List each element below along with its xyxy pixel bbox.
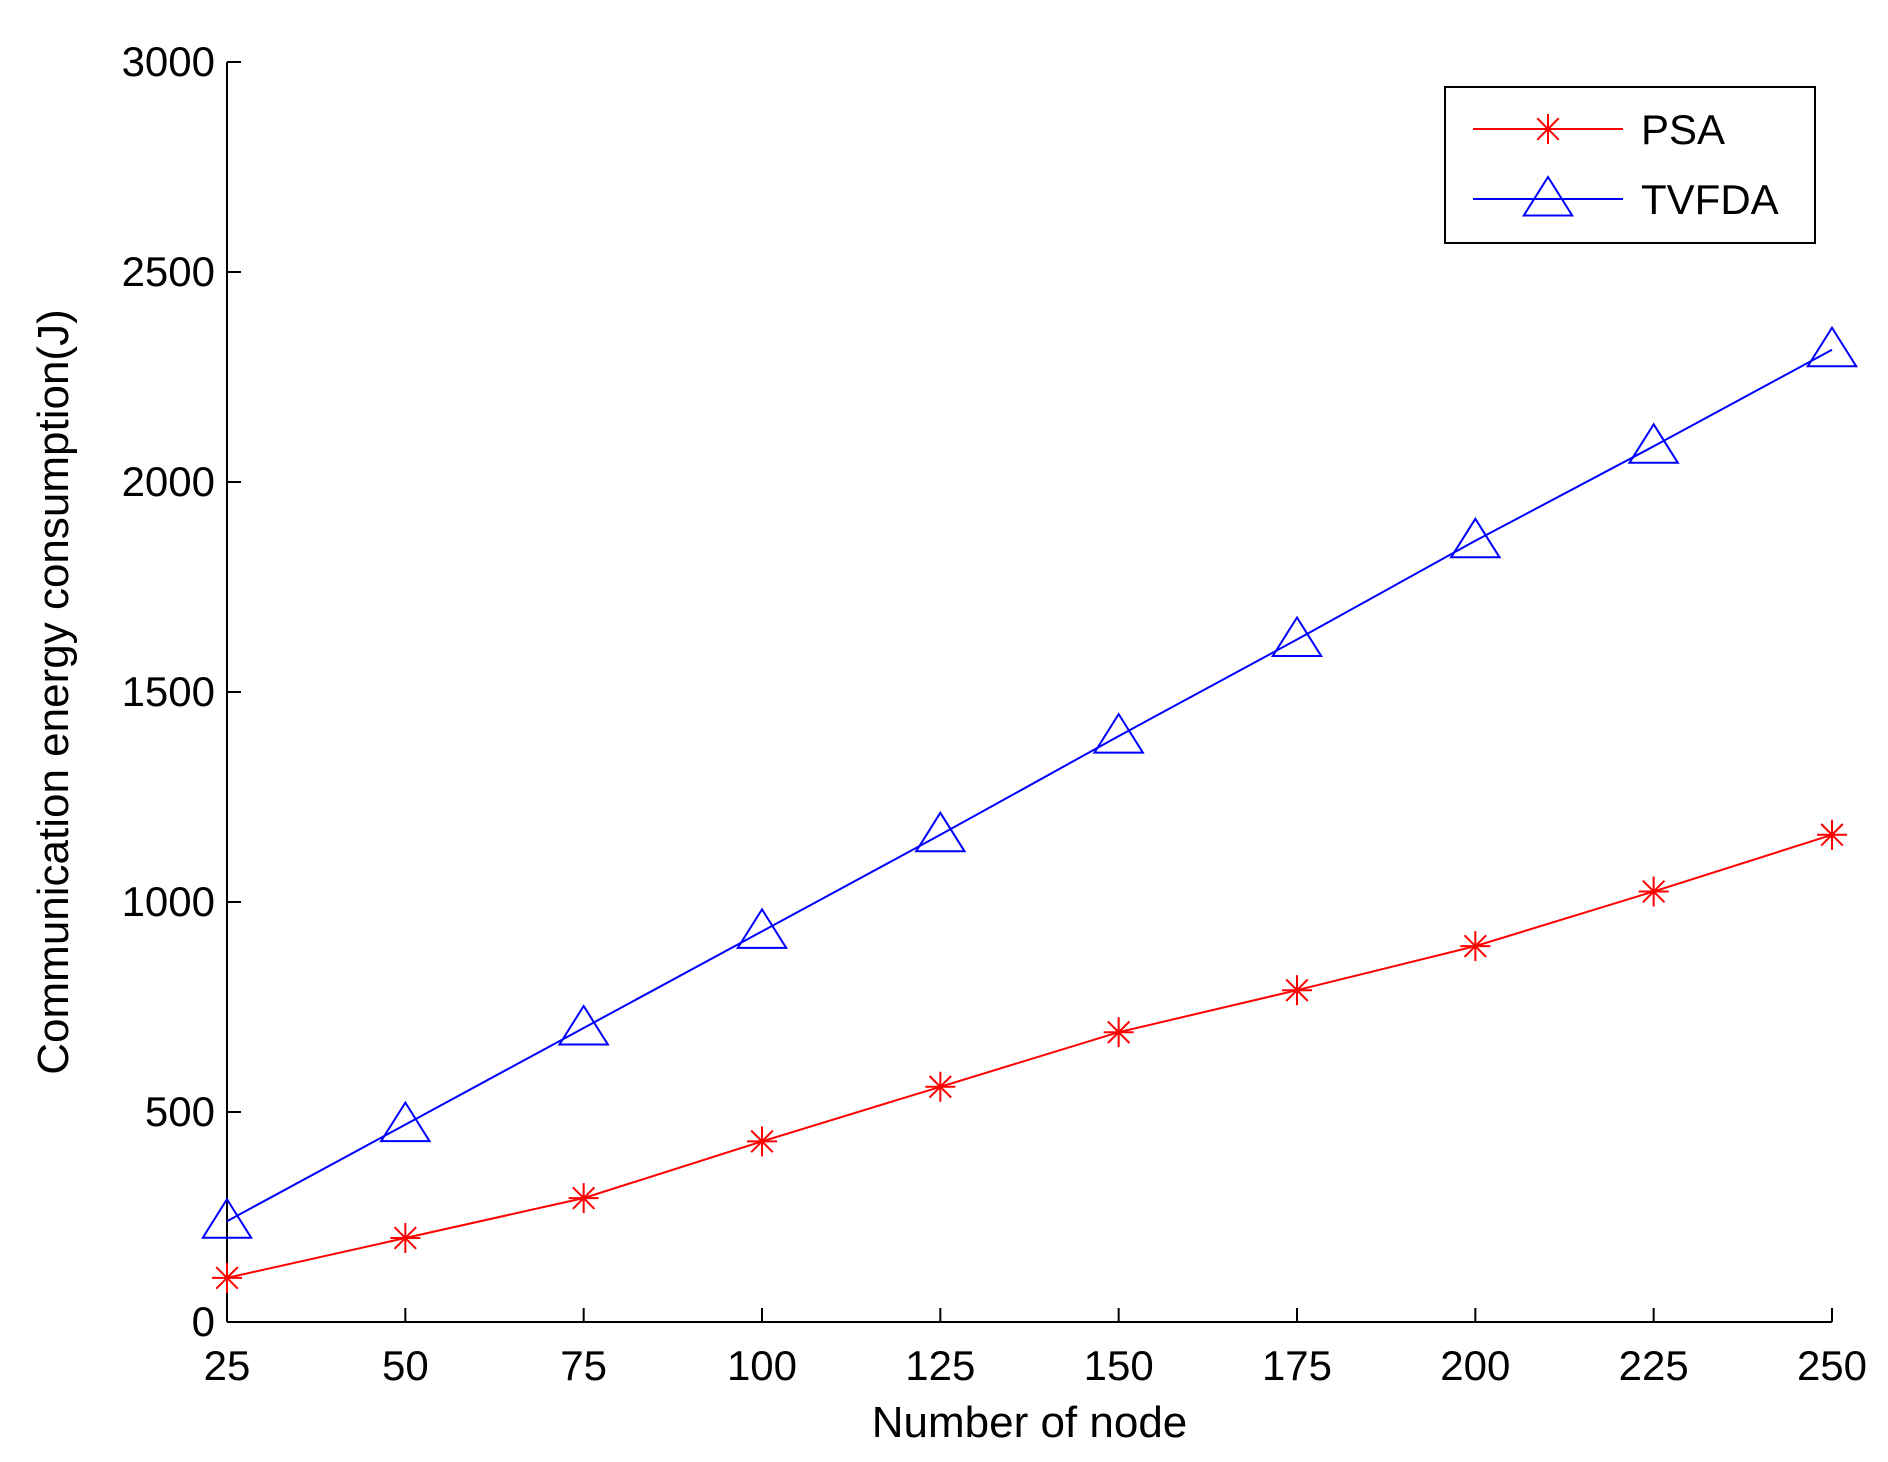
series-point-triangle <box>1521 175 1575 217</box>
y-tick-label: 0 <box>192 1298 215 1345</box>
x-tick-label: 175 <box>1262 1342 1332 1389</box>
series-line <box>226 833 1833 1279</box>
x-tick-label: 25 <box>204 1342 251 1389</box>
series-point-star <box>1533 114 1563 144</box>
x-tick-label: 100 <box>727 1342 797 1389</box>
series-point-star <box>212 1262 242 1293</box>
legend-item: TVFDA <box>1473 175 1779 223</box>
series-point-triangle <box>1092 712 1145 754</box>
series-point-star <box>568 1183 599 1214</box>
y-tick-label: 1500 <box>122 668 215 715</box>
legend-label: TVFDA <box>1641 176 1779 223</box>
series-point-star <box>1817 819 1847 850</box>
x-axis-label: Number of node <box>872 1398 1188 1447</box>
series-point-star <box>1103 1017 1134 1048</box>
plot-series <box>200 325 1859 1293</box>
x-tick-label: 200 <box>1440 1342 1510 1389</box>
legend-item: PSA <box>1473 106 1725 153</box>
x-tick-label: 125 <box>905 1342 975 1389</box>
series-point-star <box>925 1071 956 1102</box>
series-point-triangle <box>1270 615 1324 657</box>
x-tick-label: 75 <box>560 1342 607 1389</box>
series-point-triangle <box>735 907 789 949</box>
series-point-triangle <box>379 1100 432 1143</box>
series-point-triangle <box>1805 325 1859 368</box>
series-point-triangle <box>914 810 967 853</box>
series-point-star <box>1638 876 1669 907</box>
y-tick-label: 3000 <box>122 38 215 85</box>
legend: PSA TVFDA <box>1444 86 1816 244</box>
y-tick-label: 2000 <box>122 458 215 505</box>
series-point-triangle <box>557 1004 610 1046</box>
series-tvfda <box>200 325 1859 1239</box>
y-tick-label: 2500 <box>122 248 215 295</box>
y-axis-label: Communication energy consumption(J) <box>29 309 78 1074</box>
legend-label: PSA <box>1641 106 1725 153</box>
series-point-triangle <box>200 1197 254 1239</box>
y-tick-label: 500 <box>145 1088 215 1135</box>
series-point-star <box>390 1223 421 1253</box>
series-point-star <box>1460 931 1491 962</box>
x-tick-label: 150 <box>1084 1342 1154 1389</box>
x-tick-label: 250 <box>1797 1342 1867 1389</box>
y-tick-label: 1000 <box>122 878 215 925</box>
legend-box <box>1444 86 1816 244</box>
series-point-star <box>1282 975 1312 1006</box>
series-line <box>226 348 1833 1223</box>
axes: 0 500 1000 1500 2000 2500 3000 25 50 75 100 125 150 1… <box>122 38 1867 1389</box>
x-tick-label: 225 <box>1619 1342 1689 1389</box>
x-tick-label: 50 <box>382 1342 429 1389</box>
series-point-triangle <box>1449 516 1502 559</box>
series-point-star <box>747 1126 777 1157</box>
series-psa <box>212 819 1847 1293</box>
series-point-triangle <box>1627 422 1680 464</box>
